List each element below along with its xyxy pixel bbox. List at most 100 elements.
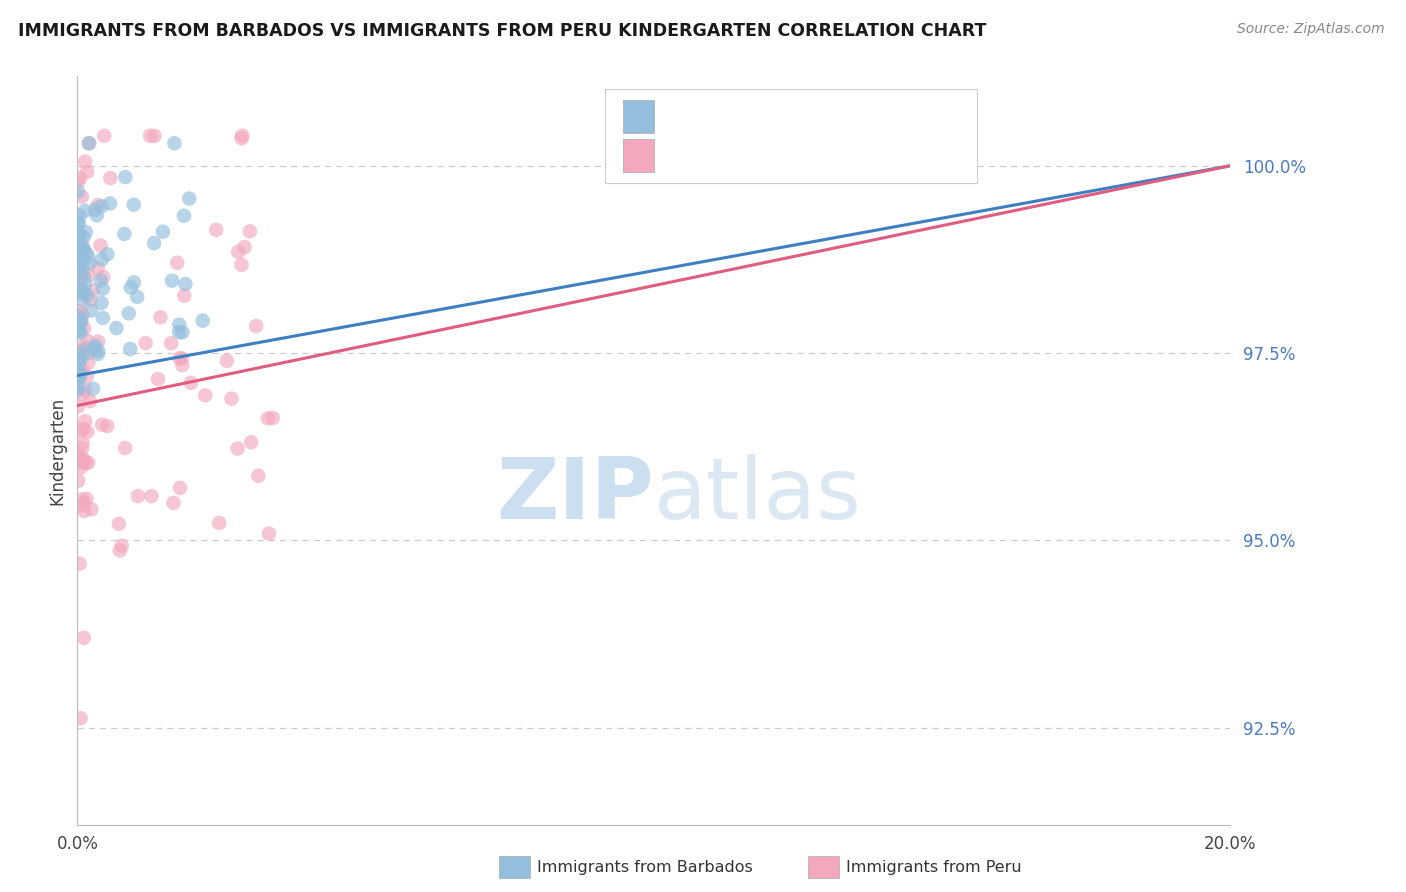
Point <box>69 354 91 368</box>
Point <box>79 136 101 151</box>
Point <box>240 435 263 450</box>
Point <box>84 338 107 352</box>
Point <box>73 382 96 396</box>
Point <box>76 288 98 302</box>
Point <box>80 502 103 516</box>
Text: IMMIGRANTS FROM BARBADOS VS IMMIGRANTS FROM PERU KINDERGARTEN CORRELATION CHART: IMMIGRANTS FROM BARBADOS VS IMMIGRANTS F… <box>18 22 987 40</box>
Point <box>66 175 89 189</box>
Point <box>257 411 280 425</box>
Point <box>70 460 93 475</box>
Point <box>91 417 114 432</box>
Point <box>91 270 114 285</box>
Point <box>166 256 188 270</box>
Point <box>66 371 89 385</box>
Point <box>135 336 157 351</box>
Point <box>79 394 101 409</box>
Point <box>72 362 94 376</box>
Point <box>69 316 91 330</box>
Point <box>69 557 91 571</box>
Point <box>66 368 89 383</box>
Point <box>69 268 91 283</box>
Point <box>179 192 201 206</box>
Point <box>77 356 100 370</box>
Point <box>67 325 90 339</box>
Point <box>111 539 134 553</box>
Text: atlas: atlas <box>654 454 862 537</box>
Text: 0.156: 0.156 <box>704 107 761 125</box>
Point <box>76 334 98 348</box>
Point <box>75 154 97 169</box>
Point <box>72 230 94 244</box>
Text: Immigrants from Peru: Immigrants from Peru <box>846 860 1022 874</box>
Point <box>72 239 94 253</box>
Point <box>77 136 100 151</box>
Point <box>67 320 90 334</box>
Text: N =: N = <box>770 145 804 163</box>
Point <box>73 343 96 358</box>
Point <box>70 287 93 301</box>
Point <box>160 336 183 351</box>
Text: 105: 105 <box>806 145 844 163</box>
Point <box>90 252 112 267</box>
Text: Source: ZipAtlas.com: Source: ZipAtlas.com <box>1237 22 1385 37</box>
Point <box>90 199 112 213</box>
Point <box>149 310 172 325</box>
Point <box>73 339 96 353</box>
Point <box>66 216 89 230</box>
Point <box>72 243 94 257</box>
Point <box>77 345 100 359</box>
Text: R =: R = <box>665 107 699 125</box>
Point <box>83 341 105 355</box>
Point <box>70 238 93 252</box>
Point <box>98 196 121 211</box>
Point <box>67 381 90 395</box>
Point <box>67 216 90 230</box>
Point <box>172 358 194 372</box>
Point <box>76 165 98 179</box>
Point <box>66 185 89 199</box>
Point <box>67 227 90 241</box>
Point <box>69 240 91 254</box>
Point <box>70 259 93 273</box>
Point <box>87 343 110 358</box>
Point <box>72 283 94 297</box>
Point <box>73 631 96 645</box>
Point <box>84 202 107 217</box>
Point <box>67 322 90 336</box>
Point <box>152 225 174 239</box>
Point <box>67 359 90 373</box>
Point <box>77 456 100 470</box>
Point <box>108 516 131 531</box>
Point <box>221 392 243 406</box>
Point <box>69 499 91 513</box>
Point <box>69 366 91 380</box>
Point <box>167 318 190 332</box>
Point <box>205 223 228 237</box>
Point <box>141 489 163 503</box>
Point <box>146 372 169 386</box>
Point <box>70 492 93 507</box>
Point <box>73 270 96 285</box>
Point <box>79 256 101 270</box>
Point <box>73 203 96 218</box>
Point <box>69 170 91 185</box>
Point <box>77 250 100 264</box>
Y-axis label: Kindergarten: Kindergarten <box>48 396 66 505</box>
Point <box>67 365 90 379</box>
Point <box>73 243 96 257</box>
Point <box>118 306 141 320</box>
Point <box>208 516 231 530</box>
Text: Immigrants from Barbados: Immigrants from Barbados <box>537 860 752 874</box>
Point <box>231 131 253 145</box>
Text: ZIP: ZIP <box>496 454 654 537</box>
Point <box>127 290 149 304</box>
Point <box>257 526 280 541</box>
Point <box>70 313 93 327</box>
Point <box>76 491 98 506</box>
Point <box>169 351 191 366</box>
Point <box>66 383 89 397</box>
Point <box>72 422 94 436</box>
Point <box>91 310 114 325</box>
Point <box>67 352 90 367</box>
Point <box>170 351 193 366</box>
